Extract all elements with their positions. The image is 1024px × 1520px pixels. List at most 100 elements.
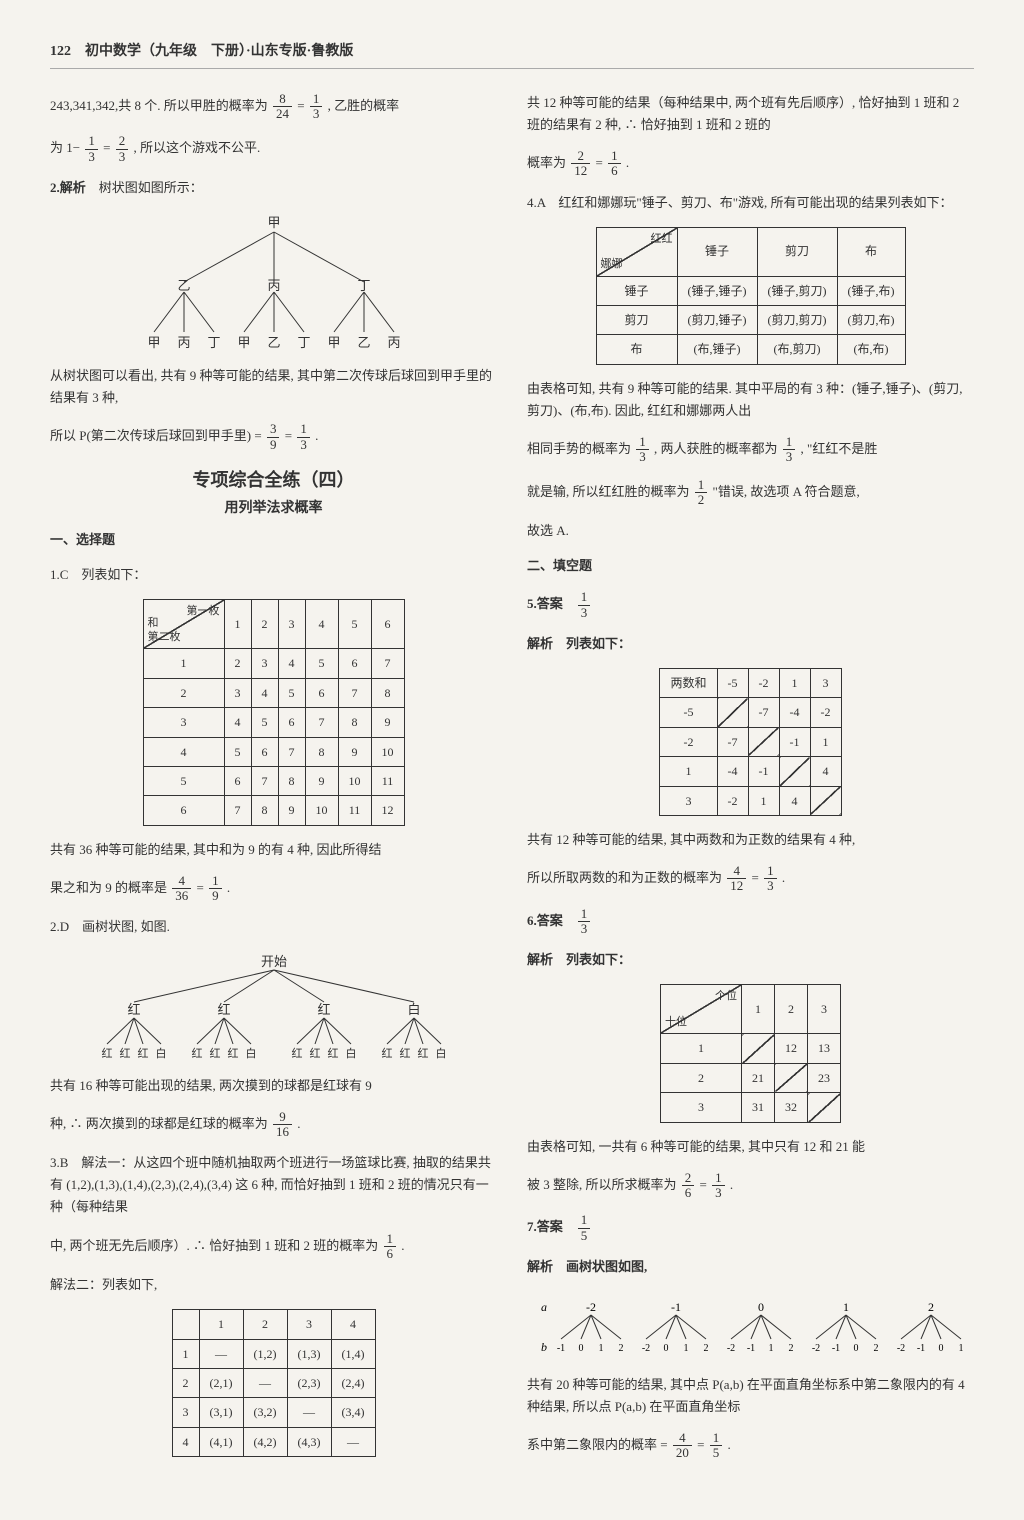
text: . <box>626 155 629 170</box>
fraction: 15 <box>578 1213 591 1243</box>
para: 解析 画树状图如图, <box>527 1256 974 1278</box>
text: 为 1− <box>50 140 80 155</box>
text: 243,341,342,共 8 个. 所以甲胜的概率为 <box>50 98 268 113</box>
fraction: 212 <box>571 149 590 179</box>
fraction: 15 <box>710 1431 723 1461</box>
subsection: 一、选择题 <box>50 529 497 551</box>
svg-text:乙: 乙 <box>267 335 280 350</box>
svg-text:-1: -1 <box>916 1343 924 1354</box>
text: = <box>297 98 304 113</box>
page-header: 122 初中数学（九年级 下册）·山东专版·鲁教版 <box>50 40 974 69</box>
svg-text:丙: 丙 <box>387 335 400 350</box>
text: . <box>727 1437 730 1452</box>
tree-diagram-3: ab-2-1012-1-20120-2-1121-2-1022-2-101 <box>531 1291 971 1361</box>
columns: 243,341,342,共 8 个. 所以甲胜的概率为 824 = 13 , 乙… <box>50 79 974 1474</box>
svg-text:-2: -2 <box>641 1343 649 1354</box>
svg-text:-1: -1 <box>671 1300 681 1314</box>
svg-text:红: 红 <box>209 1047 220 1060</box>
para: 为 1− 13 = 23 , 所以这个游戏不公平. <box>50 134 497 164</box>
svg-text:2: 2 <box>618 1343 623 1354</box>
text: 被 3 整除, 所以所求概率为 <box>527 1176 677 1191</box>
para: 果之和为 9 的概率是 436 = 19 . <box>50 874 497 904</box>
text: . <box>315 428 318 443</box>
fraction: 824 <box>273 92 292 122</box>
svg-text:乙: 乙 <box>177 278 190 293</box>
svg-text:红: 红 <box>119 1047 130 1060</box>
para: 就是输, 所以红红胜的概率为 12 "错误, 故选项 A 符合题意, <box>527 478 974 508</box>
text: = <box>697 1437 704 1452</box>
para: 被 3 整除, 所以所求概率为 26 = 13 . <box>527 1171 974 1201</box>
question-4a: 4.A 红红和娜娜玩"锤子、剪刀、布"游戏, 所有可能出现的结果列表如下： <box>527 192 974 214</box>
text: . <box>227 880 230 895</box>
svg-text:-2: -2 <box>811 1343 819 1354</box>
svg-text:-1: -1 <box>556 1343 564 1354</box>
text: . <box>730 1176 733 1191</box>
fraction: 13 <box>712 1171 725 1201</box>
svg-text:红: 红 <box>217 1002 230 1017</box>
fraction: 13 <box>578 907 591 937</box>
fraction: 16 <box>608 149 621 179</box>
svg-text:甲: 甲 <box>147 335 160 350</box>
text: . <box>401 1237 404 1252</box>
svg-text:b: b <box>541 1340 547 1354</box>
para: 由表格可知, 一共有 6 种等可能的结果, 其中只有 12 和 21 能 <box>527 1136 974 1158</box>
fraction: 13 <box>297 422 310 452</box>
svg-text:丁: 丁 <box>357 278 370 293</box>
para: 共有 16 种等可能出现的结果, 两次摸到的球都是红球有 9 <box>50 1075 497 1097</box>
svg-text:红: 红 <box>227 1047 238 1060</box>
question-2d: 2.D 画树状图, 如图. <box>50 916 497 938</box>
text: 概率为 <box>527 155 566 170</box>
text: 系中第二象限内的概率 = <box>527 1437 668 1452</box>
fraction: 12 <box>695 478 708 508</box>
page-title: 初中数学（九年级 下册）·山东专版·鲁教版 <box>85 44 353 59</box>
text: = <box>752 870 759 885</box>
fraction: 436 <box>172 874 191 904</box>
svg-text:红: 红 <box>399 1047 410 1060</box>
text: = <box>285 428 292 443</box>
text: = <box>197 880 204 895</box>
svg-text:0: 0 <box>758 1300 764 1314</box>
text: , 所以这个游戏不公平. <box>133 140 260 155</box>
para: 所以 P(第二次传球后球回到甲手里) = 39 = 13 . <box>50 422 497 452</box>
text: , "红红不是胜 <box>801 441 878 456</box>
left-column: 243,341,342,共 8 个. 所以甲胜的概率为 824 = 13 , 乙… <box>50 79 497 1474</box>
label: 解析 列表如下： <box>527 636 631 651</box>
svg-text:0: 0 <box>938 1343 943 1354</box>
svg-text:红: 红 <box>101 1047 112 1060</box>
svg-text:白: 白 <box>435 1046 446 1060</box>
svg-text:1: 1 <box>768 1343 773 1354</box>
fraction: 13 <box>783 435 796 465</box>
fraction: 23 <box>116 134 129 164</box>
fraction: 420 <box>673 1431 692 1461</box>
subsection: 二、填空题 <box>527 555 974 577</box>
para: 故选 A. <box>527 520 974 542</box>
text: 所以所取两数的和为正数的概率为 <box>527 870 722 885</box>
text: . <box>782 870 785 885</box>
text: "错误, 故选项 A 符合题意, <box>713 483 860 498</box>
svg-text:-2: -2 <box>726 1343 734 1354</box>
svg-text:丙: 丙 <box>267 278 280 293</box>
question-3b: 3.B 解法一：从这四个班中随机抽取两个班进行一场篮球比赛, 抽取的结果共有 (… <box>50 1152 497 1218</box>
page-number: 122 <box>50 44 71 59</box>
svg-text:丙: 丙 <box>177 335 190 350</box>
para: 243,341,342,共 8 个. 所以甲胜的概率为 824 = 13 , 乙… <box>50 92 497 122</box>
text: 相同手势的概率为 <box>527 441 631 456</box>
svg-text:1: 1 <box>958 1343 963 1354</box>
text: 种, ∴ 两次摸到的球都是红球的概率为 <box>50 1115 268 1130</box>
table-2: 12341—(1,2)(1,3)(1,4)2(2,1)—(2,3)(2,4)3(… <box>172 1309 376 1457</box>
label: 2.解析 <box>50 180 86 195</box>
fraction: 13 <box>578 590 591 620</box>
svg-text:甲: 甲 <box>327 335 340 350</box>
para: 由表格可知, 共有 9 种等可能的结果. 其中平局的有 3 种：(锤子,锤子)、… <box>527 378 974 422</box>
svg-text:红: 红 <box>381 1047 392 1060</box>
para: 所以所取两数的和为正数的概率为 412 = 13 . <box>527 864 974 894</box>
table-3: 红红娜娜锤子剪刀布锤子(锤子,锤子)(锤子,剪刀)(锤子,布)剪刀(剪刀,锤子)… <box>596 227 906 365</box>
svg-text:甲: 甲 <box>267 215 280 230</box>
para: 共有 20 种等可能的结果, 其中点 P(a,b) 在平面直角坐标系中第二象限内… <box>527 1374 974 1418</box>
svg-text:0: 0 <box>578 1343 583 1354</box>
text: 所以 P(第二次传球后球回到甲手里) = <box>50 428 262 443</box>
fraction: 13 <box>85 134 98 164</box>
para: 共有 12 种等可能的结果, 其中两数和为正数的结果有 4 种, <box>527 829 974 851</box>
para: 解析 列表如下： <box>527 949 974 971</box>
svg-text:乙: 乙 <box>357 335 370 350</box>
